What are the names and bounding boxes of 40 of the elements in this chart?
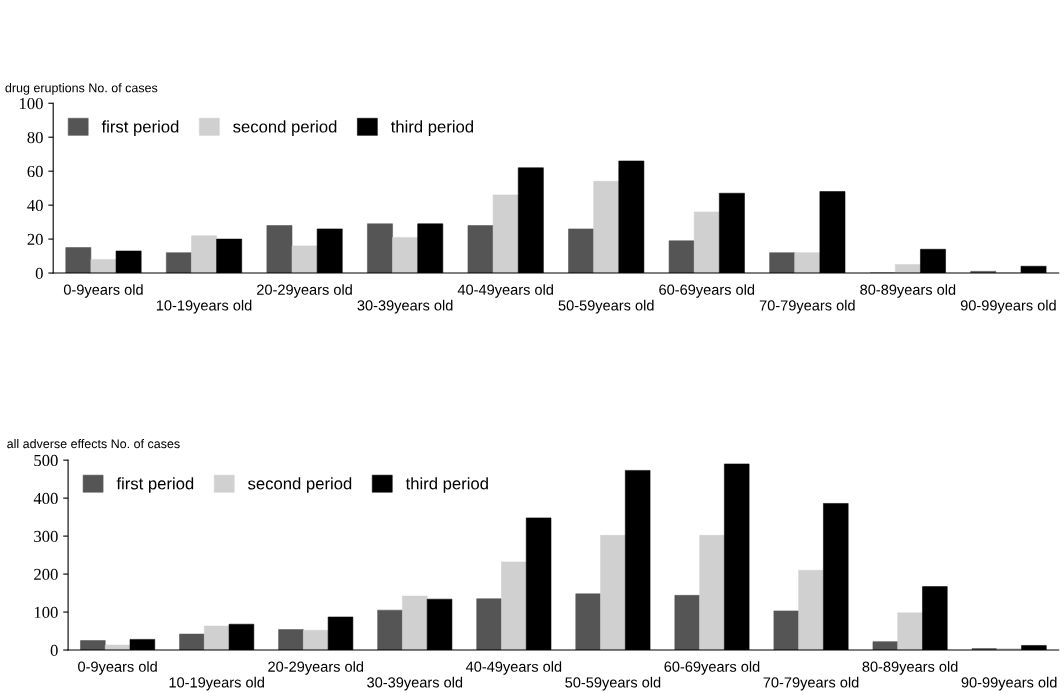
y-axis-title: drug eruptions No. of cases — [5, 83, 158, 95]
x-tick-label: 90-99years old — [960, 299, 1056, 314]
y-tick-label: 100 — [34, 606, 58, 618]
y-tick-label: 0 — [50, 644, 58, 656]
legend-label: first period — [101, 120, 179, 136]
x-tick-label: 30-39years old — [367, 676, 463, 691]
y-tick-label: 500 — [34, 454, 58, 467]
y-tick-label: 80 — [27, 131, 43, 144]
y-tick-label: 100 — [19, 97, 43, 110]
y-tick-label: 200 — [34, 568, 58, 581]
legend-label: third period — [405, 477, 488, 493]
x-tick-label: 80-89years old — [862, 661, 958, 675]
x-tick-label: 50-59years old — [565, 676, 661, 691]
y-tick-label: 60 — [27, 165, 43, 178]
x-tick-label: 0-9years old — [63, 284, 143, 298]
y-tick-label: 0 — [35, 267, 43, 279]
legend-label: first period — [116, 477, 194, 493]
x-tick-label: 20-29years old — [257, 284, 352, 298]
y-tick-label: 300 — [34, 530, 58, 543]
x-tick-label: 0-9years old — [78, 661, 157, 675]
y-axis-title: all adverse effects No. of cases — [7, 439, 180, 449]
x-tick-label: 40-49years old — [465, 661, 562, 675]
legend-label: third period — [390, 120, 474, 136]
y-tick-label: 400 — [33, 492, 58, 505]
x-tick-label: 20-29years old — [268, 661, 364, 675]
y-tick-label: 20 — [27, 233, 43, 246]
x-tick-label: 80-89years old — [860, 284, 956, 298]
x-tick-label: 70-79years old — [759, 299, 855, 314]
x-tick-label: 60-69years old — [659, 284, 755, 298]
x-tick-label: 50-59years old — [558, 299, 654, 314]
x-tick-label: 70-79years old — [763, 676, 859, 691]
x-tick-label: 40-49years old — [457, 284, 553, 298]
x-tick-label: 90-99years old — [961, 676, 1057, 691]
x-tick-label: 10-19years old — [156, 299, 252, 314]
legend-label: second period — [233, 120, 337, 136]
legend-label: second period — [248, 477, 352, 493]
y-tick-label: 40 — [27, 199, 43, 212]
x-tick-label: 60-69years old — [664, 661, 760, 675]
x-tick-label: 10-19years old — [169, 676, 264, 691]
x-tick-label: 30-39years old — [357, 299, 453, 314]
